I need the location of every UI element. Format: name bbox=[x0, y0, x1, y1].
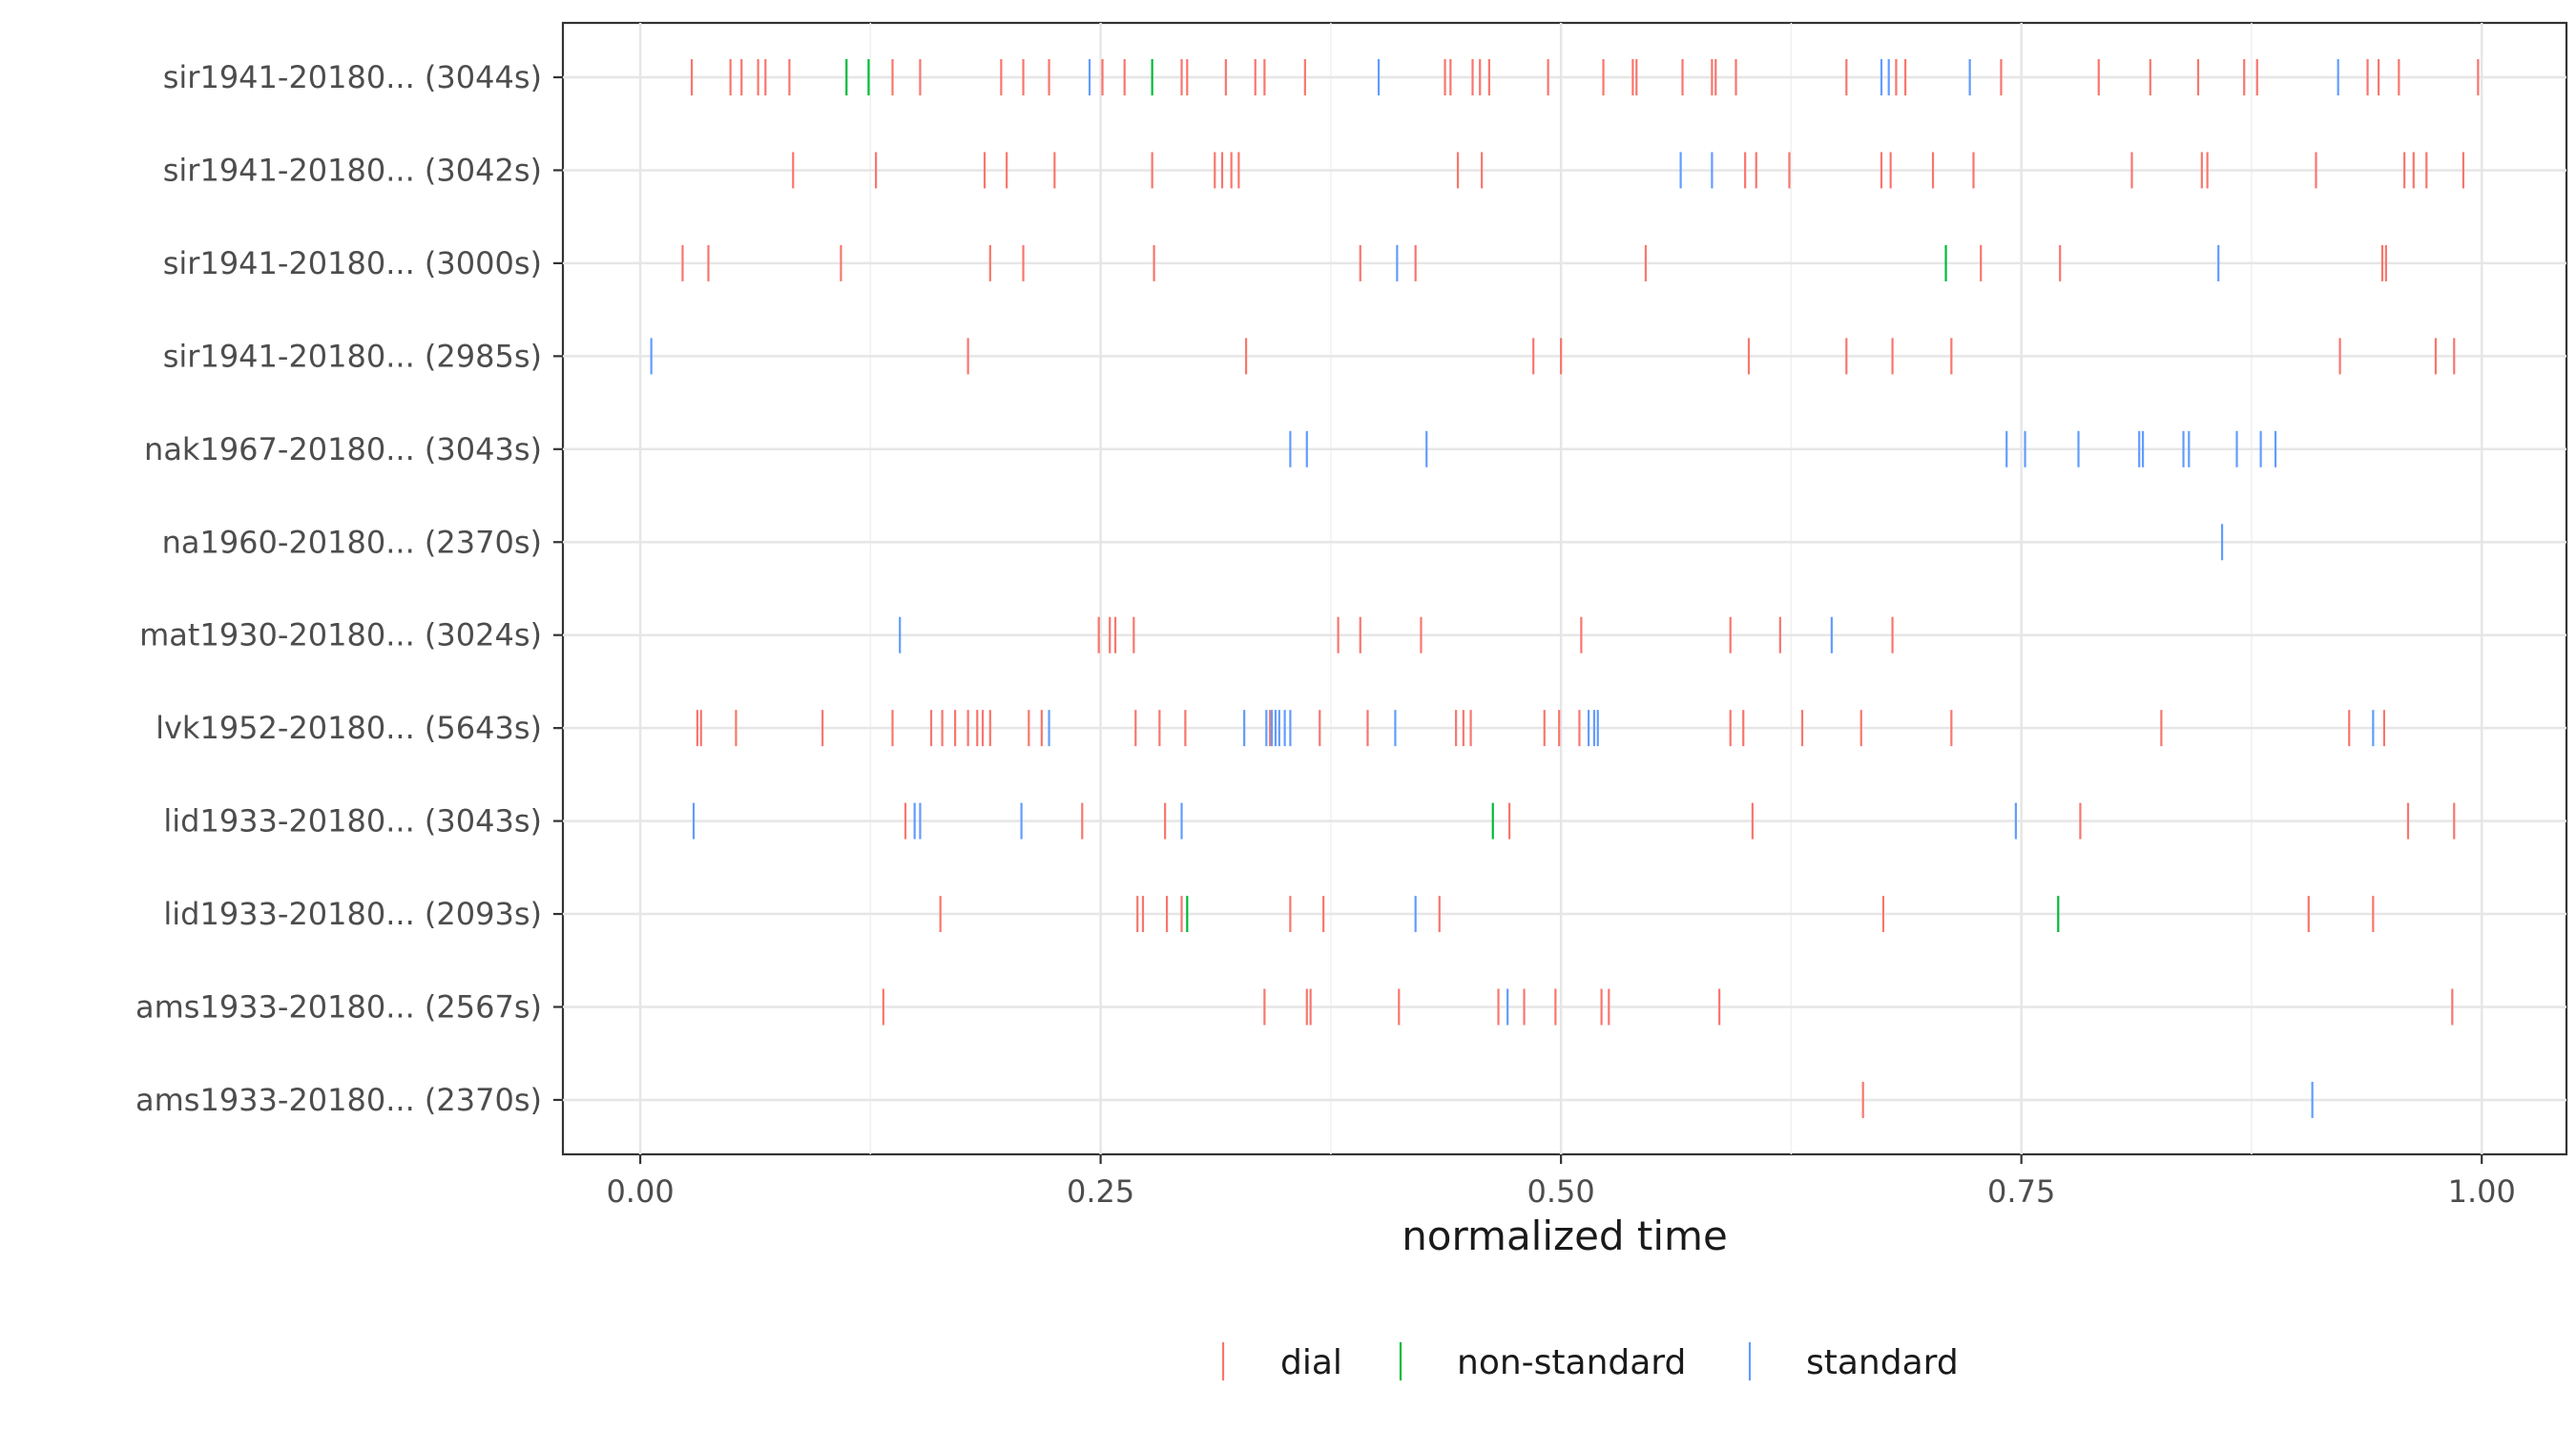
y-tick-label: lid1933-20180... (3043s) bbox=[163, 803, 542, 840]
legend-label-dial: dial bbox=[1280, 1343, 1342, 1382]
panel-border bbox=[561, 21, 2568, 1156]
y-tick-label: lid1933-20180... (2093s) bbox=[163, 896, 542, 932]
y-tick-label: ams1933-20180... (2567s) bbox=[135, 989, 542, 1026]
x-tick-label: 0.25 bbox=[1067, 1173, 1134, 1210]
x-tick-label: 0.75 bbox=[1987, 1173, 2055, 1210]
y-tick-label: mat1930-20180... (3024s) bbox=[139, 617, 542, 653]
y-tick-label: sir1941-20180... (3000s) bbox=[163, 245, 542, 281]
grid-lines bbox=[563, 23, 2566, 1154]
plot-panel bbox=[561, 21, 2568, 1156]
legend: dial non-standard standard bbox=[1221, 1342, 1959, 1382]
y-tick-label: ams1933-20180... (2370s) bbox=[135, 1082, 542, 1118]
x-tick-label: 0.50 bbox=[1527, 1173, 1595, 1210]
x-axis-title: normalized time bbox=[1402, 1213, 1728, 1259]
event-marks bbox=[650, 59, 2480, 1118]
legend-label-non-standard: non-standard bbox=[1457, 1343, 1686, 1382]
x-tick-label: 1.00 bbox=[2448, 1173, 2516, 1210]
y-tick-label: lvk1952-20180... (5643s) bbox=[156, 710, 542, 746]
legend-label-standard: standard bbox=[1806, 1343, 1959, 1382]
y-tick-label: na1960-20180... (2370s) bbox=[162, 524, 542, 560]
y-tick-label: sir1941-20180... (2985s) bbox=[163, 338, 542, 374]
y-axis: sir1941-20180... (3044s) sir1941-20180...… bbox=[135, 59, 563, 1118]
x-tick-label: 0.00 bbox=[606, 1173, 674, 1210]
y-tick-label: sir1941-20180... (3044s) bbox=[163, 59, 542, 95]
x-axis: 0.00 0.25 0.50 0.75 1.00 bbox=[606, 1154, 2516, 1210]
y-tick-label: nak1967-20180... (3043s) bbox=[144, 431, 542, 467]
y-tick-label: sir1941-20180... (3042s) bbox=[163, 152, 542, 188]
panel-background bbox=[563, 23, 2566, 1154]
